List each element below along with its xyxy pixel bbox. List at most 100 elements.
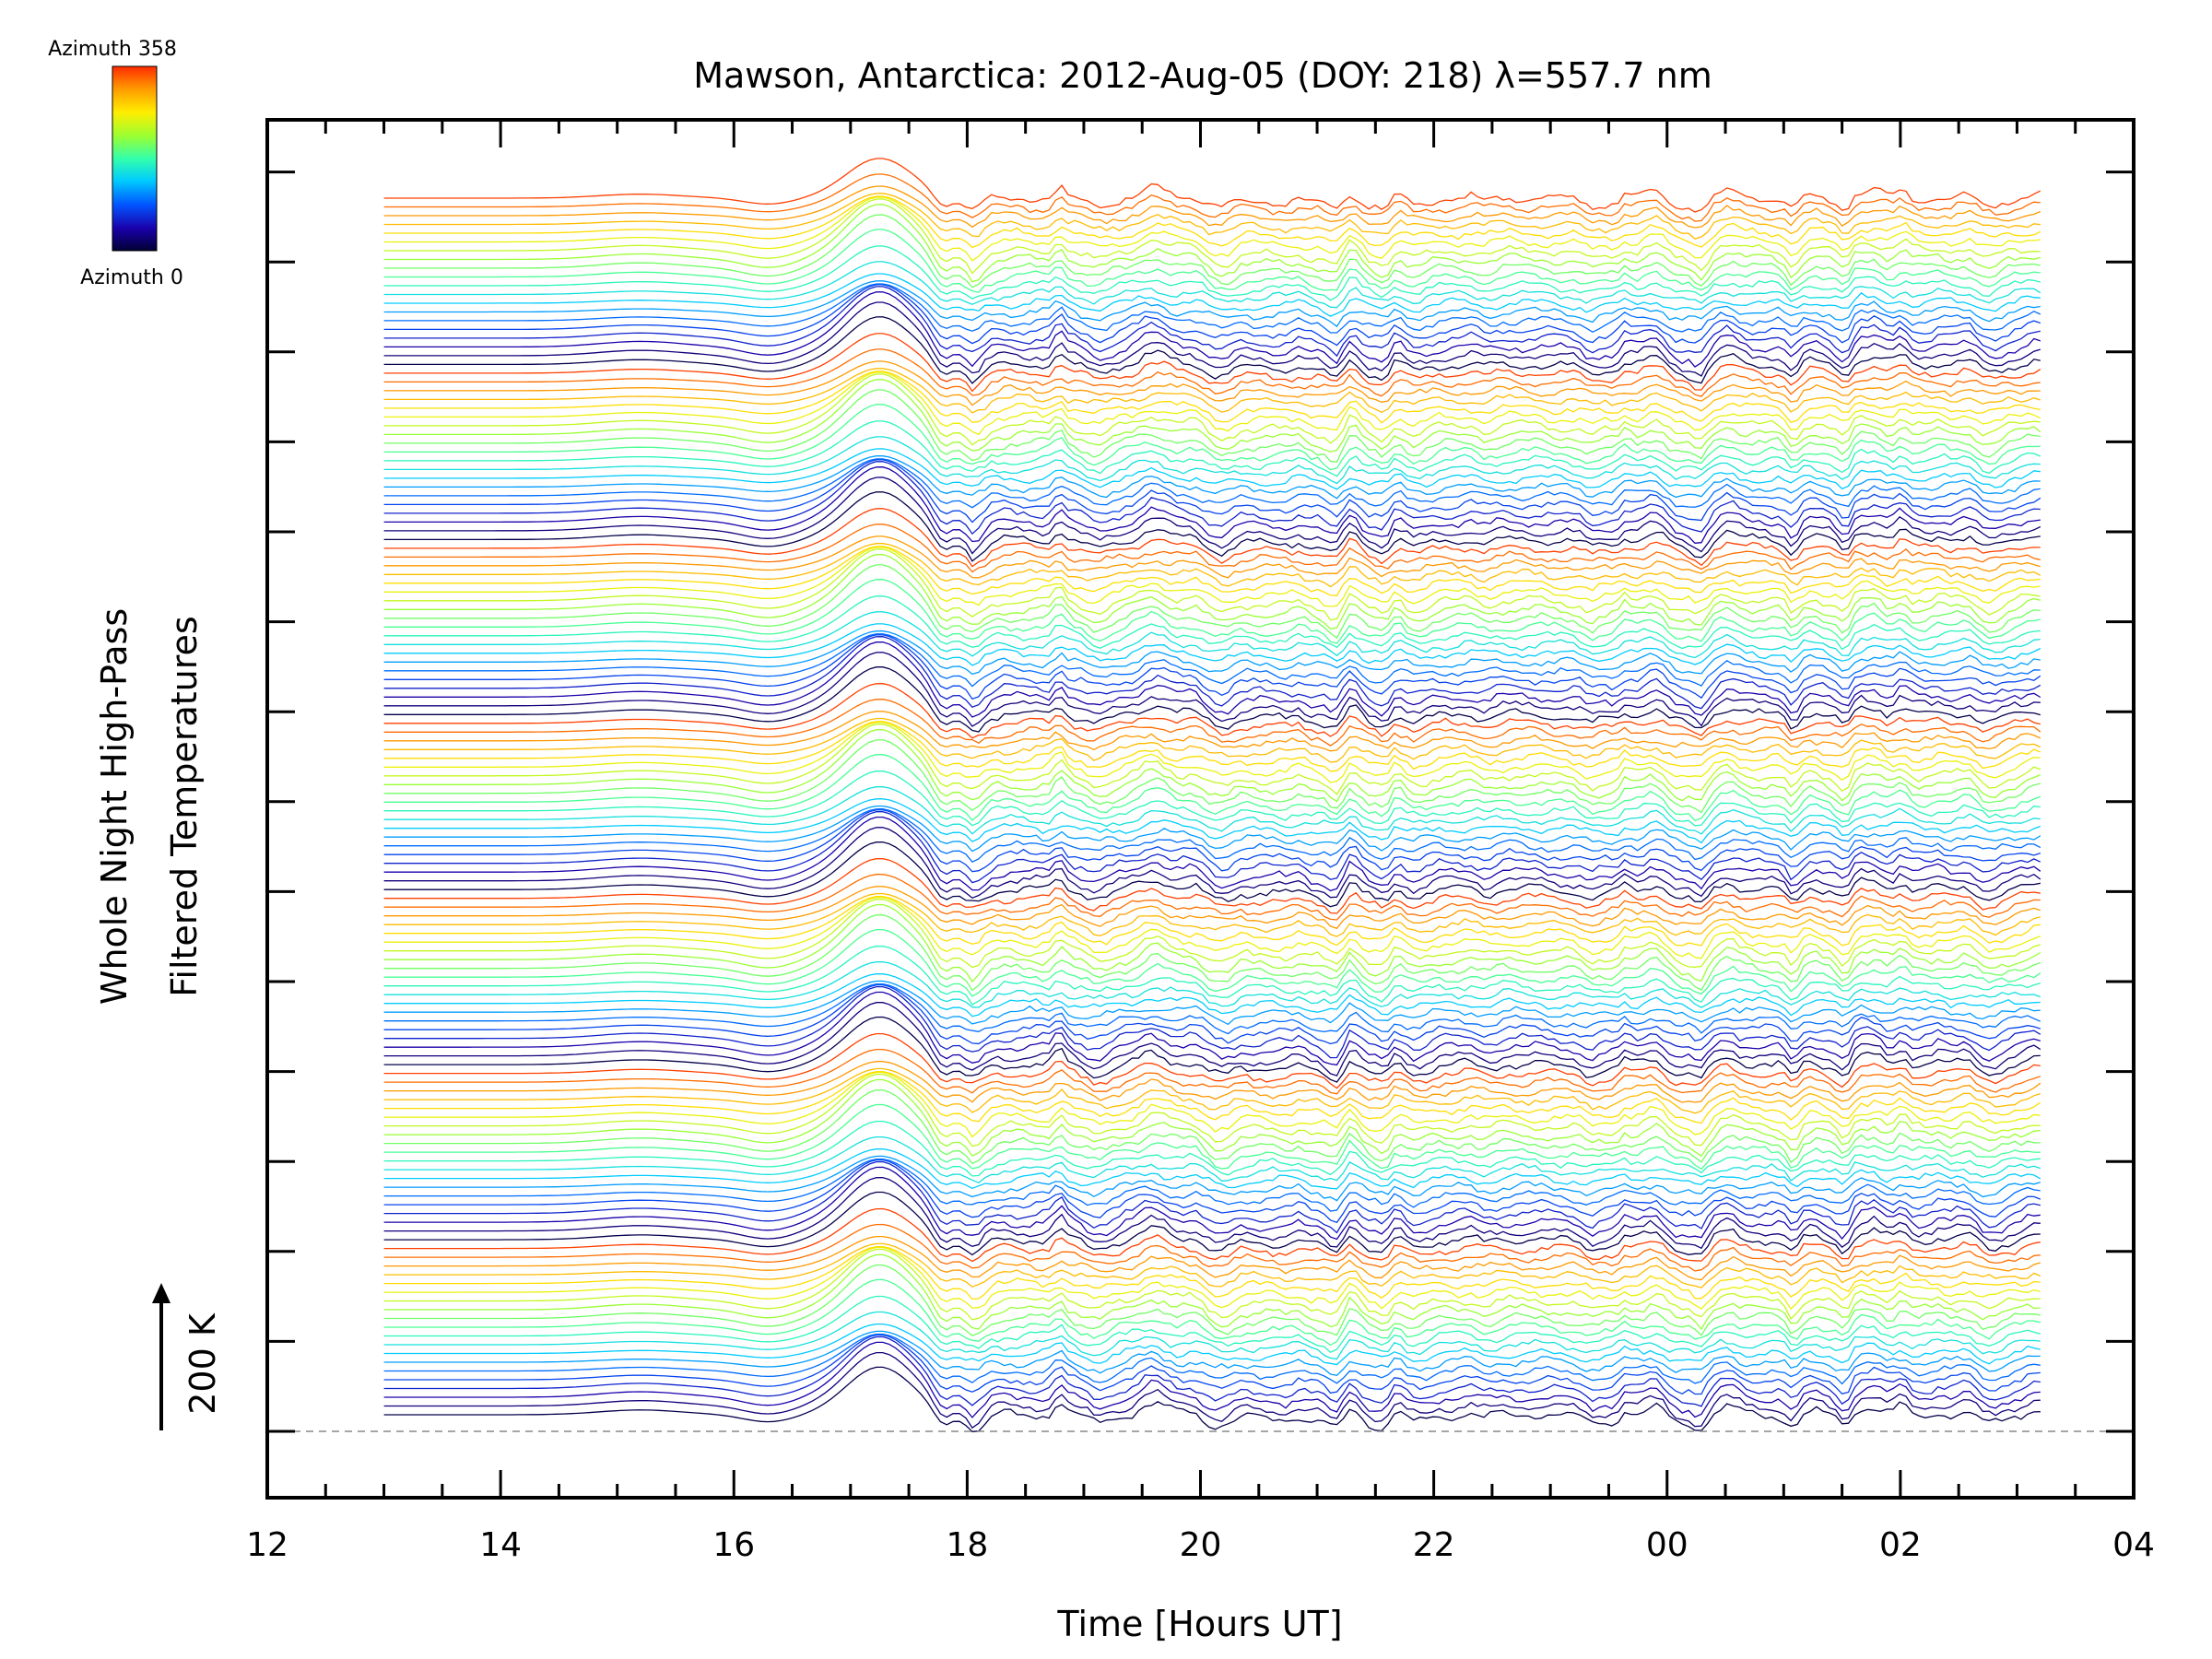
series-line [383,633,2041,688]
colorbar-bottom-label: Azimuth 0 [80,266,183,289]
series-line [383,892,2041,937]
x-ticks [265,120,2136,1498]
x-tick-labels: 12 14 16 18 20 22 00 02 04 [246,1526,2155,1564]
x-axis-label: Time [Hours UT] [1056,1604,1342,1644]
series-line [383,1147,2041,1190]
series-line [383,280,2041,328]
series-line [383,301,2041,377]
series-line [383,371,2041,424]
series-line [383,436,2041,485]
series-line [383,547,2041,607]
x-tick-label: 02 [1879,1526,1922,1564]
series-line [383,229,2041,293]
series-line [383,1330,2041,1377]
series-line [383,683,2041,739]
series-line [383,1278,2041,1347]
series-line [383,728,2041,803]
series-line [383,455,2041,500]
series-line [383,980,2041,1026]
series-line [383,1016,2041,1083]
series-line [383,1073,2041,1147]
series-line [383,261,2041,309]
series-line [383,739,2041,814]
series-line [383,898,2041,969]
series-line [383,1061,2041,1103]
series-line [383,611,2041,659]
series-line [383,652,2041,727]
series-line [383,1333,2041,1385]
series-line [383,1341,2041,1418]
series-line [383,508,2041,568]
scale-label: 200 K [182,1312,223,1415]
series-line [383,945,2041,1006]
series-line [383,283,2041,334]
series-line [383,360,2041,406]
series-line [383,1103,2041,1171]
series-line [383,316,2041,384]
y-axis-label-line1: Whole Night High-Pass [94,608,135,1005]
series-line [383,524,2041,573]
series-line [383,389,2041,464]
series-line [383,1366,2041,1432]
y-ticks [267,171,2134,1433]
series-line [383,193,2041,240]
series-line [383,973,2041,1018]
series-line [383,1351,2041,1430]
series-line [383,1048,2041,1095]
series-line [383,196,2041,262]
series-line [383,841,2041,908]
series-line [383,458,2041,509]
series-line [383,448,2041,490]
series-line [383,636,2041,710]
series-line [383,634,2041,700]
series-line [383,699,2041,747]
series-line [383,798,2041,844]
series-line [383,420,2041,477]
series-line [383,983,2041,1045]
series-line [383,722,2041,783]
series-line [383,903,2041,983]
series-line [383,886,2041,930]
series-line [383,1159,2041,1224]
series-line [383,914,2041,992]
series-line [383,960,2041,1008]
scale-arrow-icon [152,1283,171,1303]
series-line [383,564,2041,640]
series-line [383,754,2041,821]
series-line [383,1323,2041,1366]
series-line [383,1245,2041,1300]
series-line [383,896,2041,959]
x-tick-label: 14 [479,1526,522,1564]
series-line [383,985,2041,1059]
series-line [383,579,2041,644]
series-line [383,1120,2041,1177]
series-line [383,1253,2041,1331]
series-line [383,198,2041,275]
series-line [383,1135,2041,1184]
series-line [383,808,2041,864]
x-tick-label: 04 [2112,1526,2155,1564]
series-line [383,786,2041,835]
series-line [383,827,2041,900]
series-line [383,1311,2041,1360]
x-tick-label: 22 [1413,1526,1455,1564]
series-line [383,291,2041,368]
series-line [383,771,2041,827]
series-line [383,371,2041,436]
series-line [383,1002,2041,1077]
series-line [383,874,2041,921]
series-line [383,811,2041,884]
series-line [383,554,2041,629]
series-line [383,1242,2041,1288]
series-line [383,1067,2041,1114]
series-line [383,1070,2041,1124]
series-line [383,404,2041,471]
series-line [383,1335,2041,1407]
series-line [383,595,2041,651]
series-line [383,284,2041,347]
series-line [383,491,2041,562]
series-line [383,1334,2041,1395]
series-line [383,623,2041,666]
series-line [383,548,2041,621]
